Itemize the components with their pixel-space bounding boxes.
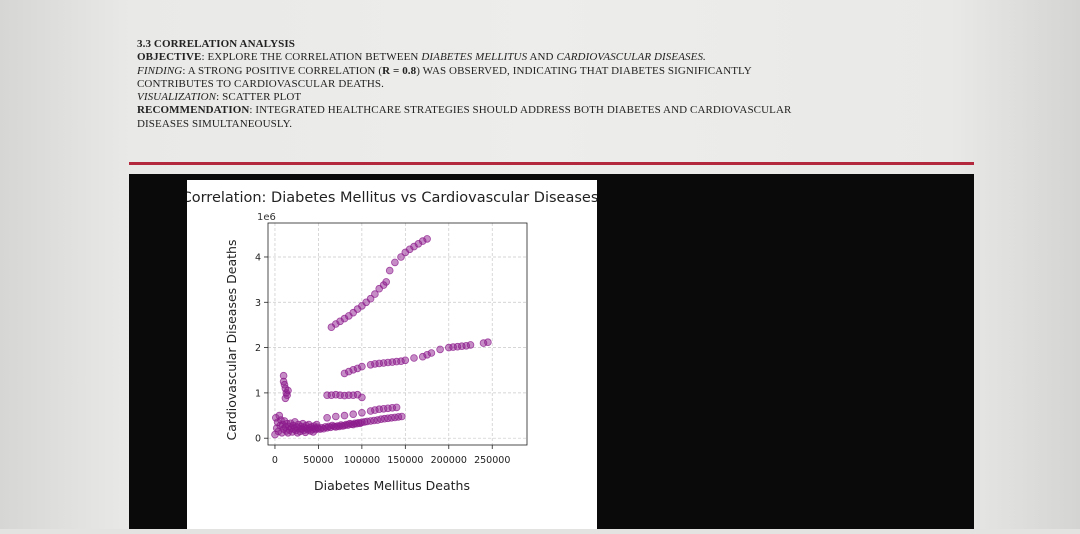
y-tick-label: 2	[255, 343, 261, 354]
data-point	[401, 356, 410, 365]
section-text: 3.3 CORRELATION ANALYSIS OBJECTIVE: EXPL…	[137, 38, 957, 131]
y-axis-label: Cardiovascular Diseases Deaths	[224, 240, 239, 441]
data-point	[371, 290, 379, 298]
y-tick-label: 0	[255, 434, 261, 445]
objective-label: OBJECTIVE	[137, 51, 202, 64]
data-point	[410, 354, 418, 362]
visualization-text: : SCATTER PLOT	[216, 91, 302, 104]
divider-rule	[129, 162, 974, 165]
data-point	[366, 294, 375, 303]
data-point	[382, 278, 391, 286]
y-axis: 0 1 2 3 4	[255, 252, 268, 445]
plot-frame	[267, 222, 528, 446]
recommendation-text-2: DISEASES SIMULTANEOUSLY.	[137, 117, 293, 130]
data-point	[332, 412, 340, 421]
objective-em2: CARDIOVASCULAR DISEASES.	[556, 51, 706, 64]
y-tick-label: 4	[255, 252, 261, 263]
x-tick-label: 250000	[474, 455, 510, 466]
data-point	[358, 409, 366, 417]
recommendation-label: RECOMMENDATION	[137, 104, 250, 117]
data-point	[340, 411, 349, 420]
data-point	[385, 266, 394, 275]
objective-text: : EXPLORE THE CORRELATION BETWEEN	[201, 51, 422, 64]
data-point	[391, 258, 399, 267]
finding-text-2: ) WAS OBSERVED, INDICATING THAT DIABETES…	[416, 64, 752, 77]
objective-and: AND	[527, 51, 557, 64]
grid	[268, 223, 527, 445]
objective-em1: DIABETES MELLITUS	[421, 51, 528, 64]
x-axis: 0 50000 100000 150000 200000 250000	[272, 445, 510, 466]
x-tick-label: 100000	[344, 455, 380, 466]
finding-text-1: : A STRONG POSITIVE CORRELATION (	[182, 64, 383, 77]
scatter-chart: Correlation: Diabetes Mellitus vs Cardio…	[182, 190, 599, 493]
data-point	[436, 345, 444, 354]
data-point	[358, 362, 366, 371]
data-point	[466, 341, 475, 349]
finding-label: FINDING	[137, 64, 183, 77]
data-point	[392, 403, 401, 412]
data-point	[284, 386, 292, 395]
y-tick-label: 3	[255, 298, 261, 309]
x-tick-label: 200000	[431, 455, 467, 466]
recommendation-text-1: : INTEGRATED HEALTHCARE STRATEGIES SHOUL…	[249, 104, 792, 117]
finding-text-3: CONTRIBUTES TO CARDIOVASCULAR DEATHS.	[137, 77, 384, 90]
x-axis-label: Diabetes Mellitus Deaths	[314, 478, 470, 493]
section-title: 3.3 CORRELATION ANALYSIS	[137, 38, 295, 50]
visualization-label: VISUALIZATION	[137, 91, 217, 104]
x-tick-label: 0	[272, 455, 278, 466]
chart-figure: Correlation: Diabetes Mellitus vs Cardio…	[182, 180, 599, 529]
data-point	[427, 349, 436, 357]
data-point	[398, 412, 406, 421]
x-tick-label: 150000	[387, 455, 423, 466]
y-tick-label: 1	[255, 388, 261, 399]
y-scale-label: 1e6	[257, 212, 276, 223]
data-point	[358, 393, 366, 402]
chart-title: Correlation: Diabetes Mellitus vs Cardio…	[187, 190, 597, 206]
data-point	[484, 338, 492, 347]
data-point	[349, 410, 358, 419]
finding-r: R = 0.8	[382, 64, 417, 77]
data-point	[397, 253, 405, 261]
data-point	[423, 235, 431, 243]
data-point	[323, 414, 331, 422]
data-points	[271, 235, 492, 439]
x-tick-label: 50000	[303, 455, 333, 466]
data-point	[281, 394, 290, 403]
